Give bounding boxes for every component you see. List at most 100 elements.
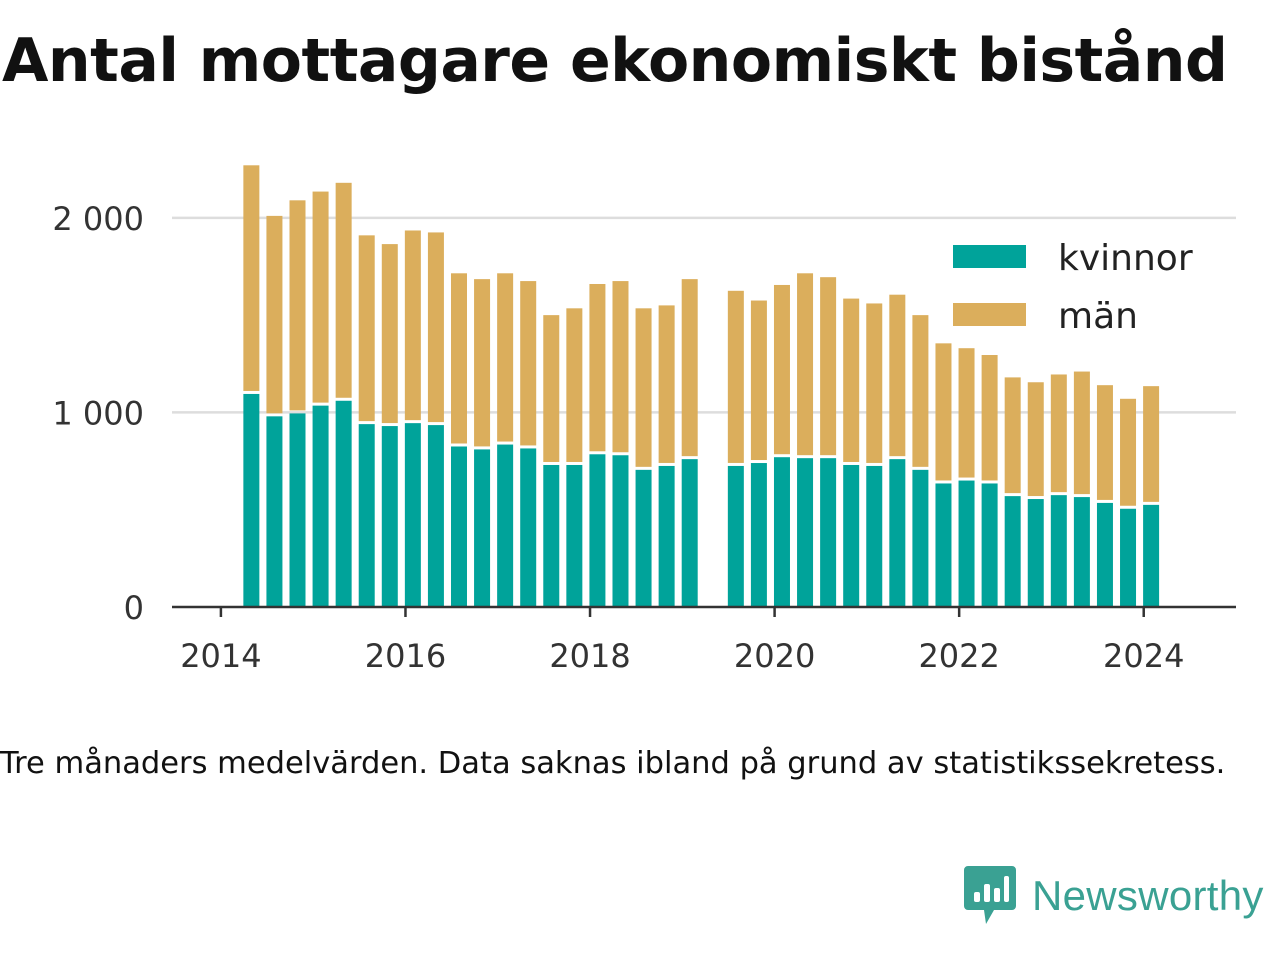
bar-man — [566, 308, 583, 462]
bar-kvinnor — [1027, 499, 1044, 607]
y-tick-label: 1 000 — [52, 394, 144, 432]
bar-man — [312, 191, 329, 403]
bar-man — [381, 244, 398, 424]
bar-kvinnor — [612, 455, 629, 607]
bar-kvinnor — [1120, 508, 1137, 607]
bar-man — [797, 273, 814, 456]
bar-kvinnor — [681, 459, 698, 607]
bar-man — [1096, 385, 1113, 500]
bar-kvinnor — [658, 465, 675, 607]
bars — [243, 165, 1160, 607]
bar-kvinnor — [589, 454, 606, 607]
bar-man — [912, 315, 929, 467]
x-tick-label: 2020 — [734, 637, 815, 675]
bar-kvinnor — [981, 483, 998, 607]
legend-label-man: män — [1058, 296, 1138, 337]
bar-man — [427, 232, 444, 423]
bar-kvinnor — [450, 446, 467, 607]
bar-man — [520, 281, 537, 446]
bar-kvinnor — [312, 405, 329, 607]
bar-man — [866, 303, 883, 463]
bar-man — [1143, 386, 1160, 502]
bar-man — [843, 298, 860, 462]
bar-man — [727, 290, 744, 463]
bar-kvinnor — [543, 464, 560, 607]
bar-man — [658, 305, 675, 463]
bar-kvinnor — [335, 400, 352, 607]
bar-man — [289, 200, 306, 411]
footnote: Tre månaders medelvärden. Data saknas ib… — [0, 746, 1226, 781]
bar-man — [543, 315, 560, 462]
legend-swatch-kvinnor — [953, 245, 1026, 268]
legend-label-kvinnor: kvinnor — [1058, 238, 1193, 279]
bar-kvinnor — [1073, 497, 1090, 607]
x-tick-label: 2024 — [1103, 637, 1184, 675]
bar-kvinnor — [1004, 496, 1021, 607]
bar-man — [750, 300, 767, 461]
chart-title: Antal mottagare ekonomiskt bistånd — [2, 26, 1228, 96]
bar-kvinnor — [289, 413, 306, 607]
bar-kvinnor — [1096, 502, 1113, 607]
legend: kvinnor män — [935, 230, 1205, 342]
bar-kvinnor — [1143, 504, 1160, 607]
y-tick-label: 0 — [124, 589, 144, 627]
bar-kvinnor — [958, 480, 975, 607]
bar-kvinnor — [912, 469, 929, 607]
bar-man — [1120, 398, 1137, 506]
bar-man — [589, 283, 606, 452]
brand: Newsworthy — [964, 864, 1264, 928]
bar-kvinnor — [866, 465, 883, 607]
x-tick-label: 2014 — [180, 637, 261, 675]
bar-man — [404, 230, 421, 421]
bar-kvinnor — [727, 465, 744, 607]
bar-kvinnor — [750, 463, 767, 607]
bar-kvinnor — [474, 449, 491, 607]
legend-swatch-man — [953, 303, 1026, 326]
bar-kvinnor — [427, 425, 444, 607]
bar-kvinnor — [358, 424, 375, 607]
bar-man — [474, 279, 491, 447]
bar-man — [889, 294, 906, 457]
bar-kvinnor — [1050, 495, 1067, 607]
bar-kvinnor — [404, 423, 421, 607]
bar-kvinnor — [773, 457, 790, 607]
brand-name: Newsworthy — [1032, 872, 1264, 919]
newsworthy-logo-icon — [964, 866, 1016, 924]
chart: 0 1 000 2 000 2014 2016 2018 2020 2022 2024 kvin… — [52, 165, 1236, 675]
bar-man — [243, 165, 260, 391]
bar-kvinnor — [843, 464, 860, 607]
bar-kvinnor — [935, 483, 952, 607]
bar-kvinnor — [520, 448, 537, 607]
x-tick-label: 2016 — [365, 637, 446, 675]
bar-kvinnor — [566, 464, 583, 607]
bar-man — [1027, 382, 1044, 497]
bar-man — [820, 277, 837, 456]
bar-man — [335, 182, 352, 398]
bar-man — [935, 343, 952, 481]
bar-kvinnor — [381, 426, 398, 607]
bar-man — [1004, 377, 1021, 494]
bar-man — [450, 273, 467, 444]
bar-man — [266, 215, 283, 414]
bar-man — [981, 355, 998, 481]
bar-kvinnor — [820, 458, 837, 607]
bar-man — [358, 235, 375, 422]
x-tick-label: 2018 — [549, 637, 630, 675]
bar-kvinnor — [635, 469, 652, 607]
bar-man — [681, 279, 698, 457]
bar-kvinnor — [889, 459, 906, 607]
bar-man — [612, 281, 629, 453]
bar-man — [635, 308, 652, 467]
bar-man — [958, 348, 975, 478]
bar-kvinnor — [797, 458, 814, 607]
bar-man — [1073, 371, 1090, 495]
bar-kvinnor — [266, 416, 283, 607]
y-tick-label: 2 000 — [52, 200, 144, 238]
bar-kvinnor — [497, 444, 514, 607]
bar-man — [1050, 374, 1067, 493]
bar-man — [773, 284, 790, 455]
bar-kvinnor — [243, 393, 260, 607]
x-tick-label: 2022 — [918, 637, 999, 675]
axes: 0 1 000 2 000 2014 2016 2018 2020 2022 2024 — [52, 200, 1236, 675]
bar-man — [497, 273, 514, 442]
